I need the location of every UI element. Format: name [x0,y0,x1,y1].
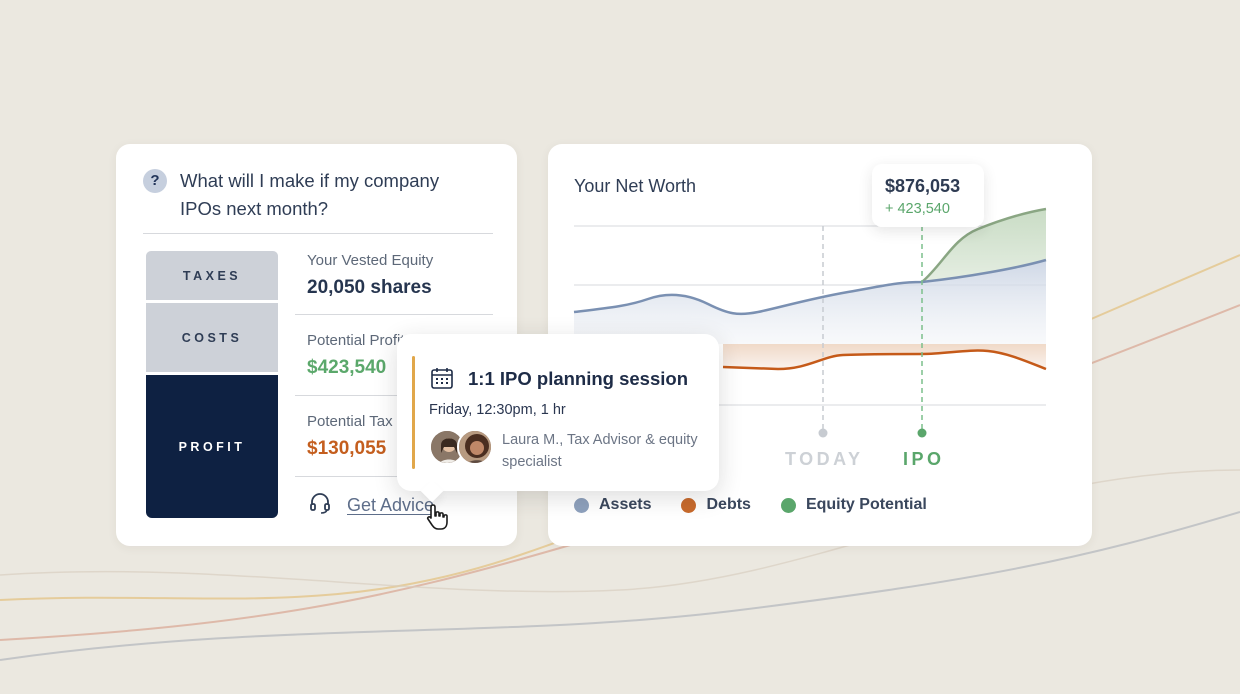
chart-legend: Assets Debts Equity Potential [574,496,957,514]
legend-item-assets: Assets [574,496,651,514]
legend-label: Assets [599,496,652,513]
get-advice-link[interactable]: Get Advice [347,495,435,515]
legend-dot [780,497,796,513]
potential-tax-metric: Potential Tax $130,055 [307,413,493,460]
divider [295,476,493,477]
divider [295,314,493,315]
legend-label: Debts [706,496,751,513]
advisor-photo [431,431,463,463]
net-worth-chart [573,207,1047,438]
assets-area [574,260,1046,344]
vested-equity-label: Your Vested Equity [307,252,434,269]
ipo-estimate-card: ? What will I make if my company IPOs ne… [116,144,517,546]
assets-line [573,258,1047,316]
ipo-label: IPO [903,449,945,469]
profit-block: PROFIT [146,375,278,518]
potential-profit-label: Potential Profit [307,332,405,349]
advisor-photo [459,431,491,463]
session-time: Friday, 12:30pm, 1 hr [429,402,566,418]
legend-dot [574,497,589,513]
ipo-marker-dot [917,428,927,438]
vested-equity-metric: Your Vested Equity 20,050 shares [307,252,493,299]
net-worth-tooltip: $876,053 + 423,540 [872,164,984,227]
vested-equity-value: 20,050 shares [307,277,432,298]
advisor-name: Laura M., Tax Advisor & equity specialis… [502,432,698,470]
pointer-cursor-icon [426,504,448,530]
chart-title: Your Net Worth [574,176,697,196]
debts-area [723,344,1046,369]
costs-block: COSTS [146,303,278,372]
potential-profit-value: $423,540 [307,357,387,378]
legend-label: Equity Potential [805,496,927,513]
headset-icon [310,493,330,514]
calendar-icon [431,368,453,389]
question-circle-icon: ? [143,169,167,193]
divider [143,233,493,234]
potential-tax-value: $130,055 [307,438,387,459]
equity-line [921,207,1047,283]
tooltip-value: $876,053 [885,176,961,196]
equity-area [922,209,1046,282]
potential-tax-label: Potential Tax [307,413,393,430]
question-text: What will I make if my company IPOs next… [180,170,440,219]
legend-dot [681,497,697,513]
legend-item-debts: Debts [681,496,751,514]
legend-item-equity-potential: Equity Potential [780,496,927,514]
taxes-block: TAXES [146,251,278,300]
accent-bar [412,356,415,469]
tooltip-delta: + 423,540 [885,201,950,217]
today-label: TODAY [785,449,864,469]
avatar [457,429,493,465]
potential-profit-metric: Potential Profit $423,540 [307,332,493,379]
today-marker-dot [818,428,828,438]
session-title: 1:1 IPO planning session [468,368,688,389]
session-popover[interactable]: 1:1 IPO planning session Friday, 12:30pm… [397,334,719,491]
divider [295,395,493,396]
